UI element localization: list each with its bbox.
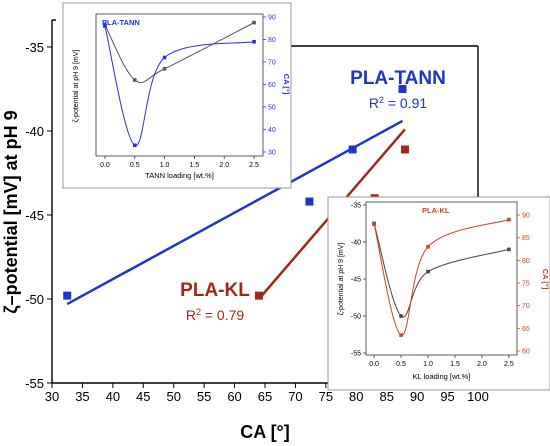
inset-tann-x-tick-label: 0.5 xyxy=(130,162,140,169)
x-tick-label: 100 xyxy=(467,389,489,404)
inset-kl-x-tick-label: 0.0 xyxy=(369,361,379,368)
data-point-tann xyxy=(305,197,314,206)
inset-kl-plot-frame xyxy=(365,201,518,356)
inset-tann-x-tick-label: 2.0 xyxy=(219,162,229,169)
inset-tann-point-ca xyxy=(132,143,137,148)
inset-tann-panel xyxy=(62,2,292,189)
inset-kl-point-ca xyxy=(399,333,403,337)
inset-kl-yl-tick-label: -35 xyxy=(351,203,361,210)
inset-tann-x-tick-label: 0.0 xyxy=(100,162,110,169)
inset-kl-yr-tick-label: 70 xyxy=(522,303,530,310)
x-tick-label: 40 xyxy=(106,389,120,404)
inset-tann-point-ca xyxy=(103,24,107,28)
inset-kl-yr-tick-label: 90 xyxy=(522,213,530,220)
inset-tann-plot-frame xyxy=(95,13,264,157)
inset-kl-yl-tick-label: -40 xyxy=(351,240,361,247)
inset-kl-x-tick-label: 1.0 xyxy=(423,361,433,368)
x-tick-label: 60 xyxy=(227,389,241,404)
inset-tann-curve-ca xyxy=(104,25,255,146)
x-tick-label: 90 xyxy=(410,389,424,404)
x-axis-title: CA [°] xyxy=(240,422,290,442)
main-chart: 30 35 40 45 50 55 60 65 70 75 80 85 90 95 100 -35 -40 -45… xyxy=(1,19,489,442)
inset-tann-x-tick-label: 2.5 xyxy=(249,162,259,169)
data-point-tann xyxy=(398,85,407,93)
inset-kl-yr-tick-label: 80 xyxy=(522,258,530,265)
inset-kl-yr-tick-label: 65 xyxy=(522,326,530,333)
inset-kl-yl-title: ζ-potential at pH 9 [mV] xyxy=(338,243,345,316)
y-tick-label: -50 xyxy=(25,292,44,307)
inset-tann-point-ca xyxy=(252,39,256,44)
inset-kl-panel xyxy=(327,196,550,391)
inset-kl-x-tick-label: 0.5 xyxy=(396,361,406,368)
inset-kl-yl-tick-label: -45 xyxy=(351,277,361,284)
inset-kl-yr-tick-label: 60 xyxy=(522,349,530,356)
r2-label-tann: R2 = 0.91 xyxy=(369,95,428,111)
inset-tann-point-zeta xyxy=(132,78,137,82)
x-tick-label: 65 xyxy=(258,389,272,404)
inset-kl-point-zeta xyxy=(426,269,430,274)
inset-tann-x-tick-label: 1.5 xyxy=(190,162,200,169)
data-point-kl xyxy=(254,291,263,300)
inset-chart-kl: 0.0 0.5 1.0 1.5 2.0 2.5 -35 -40 -45 -50 -55 60 65 70 7… xyxy=(327,196,550,391)
inset-kl-x-title: KL loading [wt.%] xyxy=(413,372,471,381)
y-axis-title: ζ–potential [mV] at pH 9 xyxy=(1,110,22,313)
y-tick-label: -35 xyxy=(25,40,44,55)
inset-tann-yr-tick-label: 70 xyxy=(268,60,276,67)
y-tick-label: -45 xyxy=(25,208,44,223)
inset-kl-yl-tick-label: -55 xyxy=(351,351,361,358)
x-tick-label: 45 xyxy=(136,389,150,404)
y-tick-label: -40 xyxy=(25,124,44,139)
inset-tann-point-zeta xyxy=(252,20,256,25)
inset-kl-curve-ca xyxy=(373,219,510,336)
series-label-tann: PLA-TANN xyxy=(350,68,446,89)
inset-tann-yr-tick-label: 80 xyxy=(268,37,276,44)
inset-tann-yr-tick-label: 30 xyxy=(268,150,276,157)
inset-tann-yr-title: CA [°] xyxy=(282,74,291,95)
data-point-kl xyxy=(400,145,409,154)
inset-kl-point-ca xyxy=(426,244,430,249)
inset-kl-yr-tick-label: 85 xyxy=(522,235,530,242)
x-tick-label: 35 xyxy=(75,389,89,404)
inset-kl-point-ca xyxy=(372,222,376,226)
x-tick-label: 55 xyxy=(197,389,211,404)
inset-tann-x-tick-label: 1.0 xyxy=(160,162,170,169)
inset-kl-x-tick-label: 1.5 xyxy=(450,361,460,368)
y-tick-label: -55 xyxy=(25,376,44,391)
inset-tann-curve-zeta xyxy=(104,22,255,84)
series-label-kl: PLA-KL xyxy=(180,280,250,301)
r2-label-kl: R2 = 0.79 xyxy=(186,307,245,323)
x-tick-label: 95 xyxy=(440,389,454,404)
inset-chart-tann: 0.0 0.5 1.0 1.5 2.0 2.5 30 40 50 60 70 80 90 PLA-TANN… xyxy=(62,2,292,189)
fit-line-tann xyxy=(66,119,404,306)
inset-tann-point-ca xyxy=(162,55,167,60)
inset-kl-yr-title: CA [°] xyxy=(541,269,550,290)
inset-kl-point-zeta xyxy=(507,247,511,252)
x-tick-label: 50 xyxy=(166,389,180,404)
inset-kl-point-ca xyxy=(507,217,511,222)
inset-tann-yr-tick-label: 60 xyxy=(268,82,276,89)
inset-kl-title: PLA-KL xyxy=(422,206,450,215)
x-tick-label: 85 xyxy=(379,389,393,404)
x-tick-label: 75 xyxy=(319,389,333,404)
inset-tann-title: PLA-TANN xyxy=(102,18,140,27)
data-point-tann xyxy=(348,145,357,154)
data-point-tann xyxy=(63,291,72,300)
inset-kl-x-tick-label: 2.5 xyxy=(504,361,514,368)
inset-tann-point-zeta xyxy=(162,66,167,71)
x-tick-label: 80 xyxy=(349,389,363,404)
x-tick-label: 30 xyxy=(45,389,59,404)
inset-tann-yr-tick-label: 40 xyxy=(268,127,276,134)
inset-tann-yr-tick-label: 50 xyxy=(268,105,276,112)
inset-kl-point-zeta xyxy=(399,314,403,318)
inset-kl-yr-tick-label: 75 xyxy=(522,281,530,288)
inset-tann-yl-title: ζ-potential at pH 9 [mV] xyxy=(73,50,80,123)
inset-kl-yl-tick-label: -50 xyxy=(351,314,361,321)
x-tick-label: 70 xyxy=(288,389,302,404)
inset-kl-x-tick-label: 2.0 xyxy=(477,361,487,368)
inset-tann-x-title: TANN loading [wt.%] xyxy=(145,171,214,180)
inset-tann-yr-tick-label: 90 xyxy=(268,15,276,22)
